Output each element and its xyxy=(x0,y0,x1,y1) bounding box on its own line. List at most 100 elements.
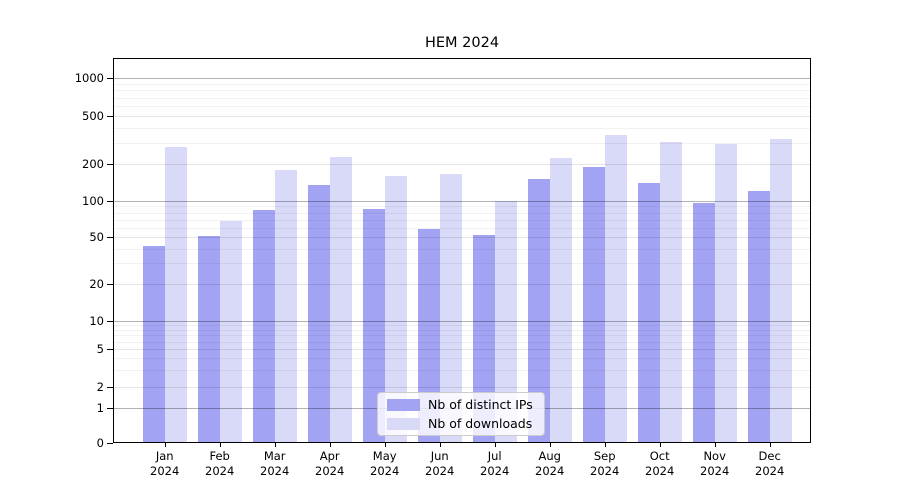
x-tick-label: Aug 2024 xyxy=(535,449,565,478)
y-tick-label: 50 xyxy=(89,230,104,244)
y-tick-label: 500 xyxy=(82,109,104,123)
x-tick-mark xyxy=(329,443,331,447)
legend-label-distinct-ips: Nb of distinct IPs xyxy=(428,397,533,412)
bar-jan-2024-downloads xyxy=(164,147,187,442)
gridline-minor-9 xyxy=(114,325,810,327)
bar-nov-2024-distinct-ips xyxy=(692,202,715,442)
bar-dec-2024-distinct-ips xyxy=(747,191,770,442)
y-tick-label: 2 xyxy=(96,379,104,394)
y-tick-mark xyxy=(107,349,113,350)
bar-mar-2024-downloads xyxy=(274,169,297,442)
x-tick-mark xyxy=(714,443,716,447)
gridline-5 xyxy=(114,349,810,350)
bar-feb-2024-downloads xyxy=(219,221,242,442)
y-tick-mark xyxy=(107,407,113,409)
x-tick-label: Apr 2024 xyxy=(315,449,345,478)
x-tick-mark xyxy=(384,443,386,447)
x-tick-label: Jan 2024 xyxy=(150,449,180,478)
y-tick-label: 10 xyxy=(89,314,104,328)
legend-swatch-downloads xyxy=(387,417,420,430)
bar-oct-2024-downloads xyxy=(659,141,682,442)
bar-jun-2024-downloads xyxy=(439,174,462,442)
x-tick-mark xyxy=(659,443,661,447)
gridline-500 xyxy=(114,116,810,117)
gridline-1000 xyxy=(114,78,810,79)
bar-apr-2024-downloads xyxy=(329,156,352,442)
x-tick-label: Jun 2024 xyxy=(425,449,455,478)
gridline-minor-70 xyxy=(114,219,810,221)
gridline-minor-90 xyxy=(114,206,810,208)
gridline-minor-7 xyxy=(114,335,810,337)
legend: Nb of distinct IPs Nb of downloads xyxy=(377,392,545,436)
gridline-minor-600 xyxy=(114,106,810,107)
gridline-minor-900 xyxy=(114,83,810,85)
x-tick-mark xyxy=(164,443,166,447)
gridline-2 xyxy=(114,386,810,388)
bar-nov-2024-downloads xyxy=(714,143,737,442)
legend-item-distinct-ips: Nb of distinct IPs xyxy=(387,397,535,412)
gridline-minor-300 xyxy=(114,142,810,144)
bar-jan-2024-distinct-ips xyxy=(142,246,165,442)
y-tick-label: 5 xyxy=(96,342,104,356)
y-tick-label: 1000 xyxy=(74,71,104,85)
gridline-minor-60 xyxy=(114,227,810,229)
gridline-minor-30 xyxy=(114,263,810,265)
gridline-minor-3 xyxy=(114,370,810,372)
y-tick-label: 200 xyxy=(82,157,104,171)
bar-feb-2024-distinct-ips xyxy=(197,235,220,442)
bar-dec-2024-downloads xyxy=(769,138,792,442)
gridline-minor-8 xyxy=(114,330,810,331)
gridline-minor-40 xyxy=(114,248,810,250)
x-tick-mark xyxy=(494,443,496,447)
x-tick-mark xyxy=(769,443,771,447)
y-tick-mark xyxy=(107,321,113,322)
y-tick-label: 0 xyxy=(96,436,104,450)
bar-may-2024-downloads xyxy=(384,175,407,442)
y-tick-label: 100 xyxy=(82,194,104,208)
y-tick-mark xyxy=(107,78,113,79)
x-tick-mark xyxy=(274,443,276,447)
y-tick-mark xyxy=(107,443,113,444)
gridline-minor-800 xyxy=(114,90,810,92)
bar-oct-2024-distinct-ips xyxy=(637,183,660,442)
bar-aug-2024-downloads xyxy=(549,157,572,442)
bar-jul-2024-distinct-ips xyxy=(472,234,495,442)
chart-title: HEM 2024 xyxy=(424,35,500,51)
y-tick-mark xyxy=(107,284,113,286)
gridline-50 xyxy=(114,237,810,238)
x-tick-mark xyxy=(439,443,441,447)
legend-swatch-distinct-ips xyxy=(387,398,420,411)
y-tick-mark xyxy=(107,116,113,117)
gridline-minor-700 xyxy=(114,97,810,99)
gridline-minor-6 xyxy=(114,341,810,343)
x-tick-label: Sep 2024 xyxy=(590,449,620,478)
gridline-20 xyxy=(114,284,810,286)
x-tick-mark xyxy=(219,443,221,447)
bar-may-2024-distinct-ips xyxy=(362,208,385,442)
legend-label-downloads: Nb of downloads xyxy=(428,416,533,431)
bar-apr-2024-distinct-ips xyxy=(307,184,330,442)
gridline-10 xyxy=(114,321,810,322)
gridline-minor-400 xyxy=(114,127,810,129)
x-tick-label: Jul 2024 xyxy=(480,449,510,478)
bar-sep-2024-downloads xyxy=(604,134,627,442)
x-tick-label: Mar 2024 xyxy=(260,449,290,478)
x-tick-label: Dec 2024 xyxy=(755,449,785,478)
plot-area xyxy=(113,58,811,443)
bar-aug-2024-distinct-ips xyxy=(527,179,550,442)
bar-jul-2024-downloads xyxy=(494,201,517,442)
gridline-200 xyxy=(114,164,810,165)
y-tick-mark xyxy=(107,201,113,202)
x-tick-label: Nov 2024 xyxy=(700,449,730,478)
gridline-minor-4 xyxy=(114,358,810,360)
bar-sep-2024-distinct-ips xyxy=(582,166,605,442)
gridline-100 xyxy=(114,201,810,202)
y-tick-mark xyxy=(107,386,113,388)
y-tick-label: 1 xyxy=(96,400,104,415)
x-tick-label: May 2024 xyxy=(370,449,400,478)
x-tick-label: Oct 2024 xyxy=(645,449,675,478)
x-tick-label: Feb 2024 xyxy=(205,449,235,478)
x-tick-mark xyxy=(549,443,551,447)
gridline-minor-80 xyxy=(114,212,810,214)
